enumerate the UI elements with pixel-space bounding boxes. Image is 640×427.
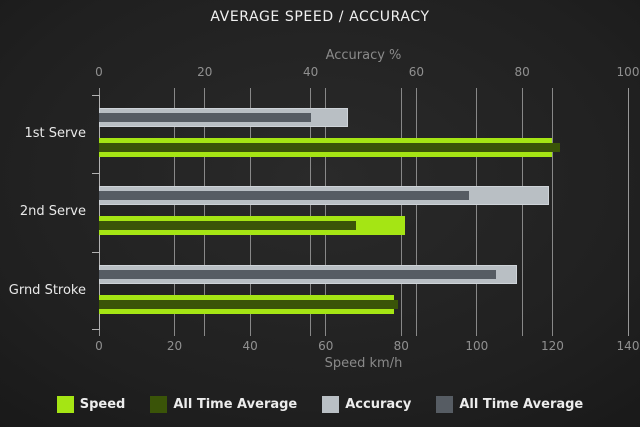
bar-accuracy-average (99, 191, 470, 200)
bar-speed-average (99, 221, 356, 230)
bottom-tick-label: 0 (95, 339, 103, 353)
bottom-tick-label: 40 (242, 339, 258, 353)
legend-label: Accuracy (345, 397, 412, 412)
gridline (551, 88, 553, 336)
legend-label: All Time Average (459, 397, 584, 412)
bottom-tick-label: 60 (318, 339, 334, 353)
y-axis-tick (92, 173, 99, 174)
legend-item: All Time Average (436, 396, 583, 413)
category-label: 1st Serve (24, 126, 86, 141)
gridline (310, 88, 312, 336)
bottom-axis-title: Speed km/h (324, 356, 403, 371)
category-label: 2nd Serve (19, 204, 86, 219)
bottom-tick-label: 100 (465, 339, 489, 353)
gridline (204, 88, 206, 336)
gridline (400, 88, 402, 336)
top-tick-label: 60 (408, 65, 425, 79)
legend-item: All Time Average (150, 396, 297, 413)
bar-speed-average (99, 300, 398, 309)
gridline (415, 88, 417, 336)
legend-swatch (322, 396, 340, 413)
bar-accuracy-average (99, 113, 311, 122)
y-axis-line (99, 95, 100, 330)
legend-label: Speed (79, 397, 126, 412)
legend-swatch (150, 396, 168, 413)
bottom-tick-label: 20 (166, 339, 183, 353)
y-axis-tick (92, 252, 99, 253)
y-axis-tick (92, 95, 99, 96)
legend: Speed All Time Average Accuracy All Time Av… (0, 396, 640, 413)
gridline (174, 88, 176, 336)
top-tick-label: 80 (514, 65, 530, 79)
legend-label: All Time Average (173, 397, 298, 412)
gridline (476, 88, 478, 336)
bar-accuracy-average (99, 270, 496, 279)
plot-area (92, 88, 629, 336)
chart-title: AVERAGE SPEED / ACCURACY (210, 9, 430, 25)
legend-swatch (436, 396, 454, 413)
legend-item: Accuracy (322, 396, 411, 413)
category-label: Grnd Stroke (8, 283, 86, 298)
bottom-tick-label: 80 (393, 339, 409, 353)
top-tick-label: 40 (302, 65, 319, 79)
top-tick-label: 0 (95, 65, 103, 79)
bottom-tick-label: 120 (540, 339, 564, 353)
gridline (521, 88, 523, 336)
bottom-tick-label: 140 (616, 339, 640, 353)
gridline (627, 88, 629, 336)
legend-swatch (56, 396, 74, 413)
top-axis-title: Accuracy % (325, 48, 402, 63)
bar-speed-average (99, 143, 560, 152)
legend-item: Speed (56, 396, 126, 413)
gridline (325, 88, 327, 336)
y-axis-tick (92, 329, 99, 330)
top-tick-label: 100 (616, 65, 640, 79)
gridline (249, 88, 251, 336)
top-tick-label: 20 (197, 65, 213, 79)
